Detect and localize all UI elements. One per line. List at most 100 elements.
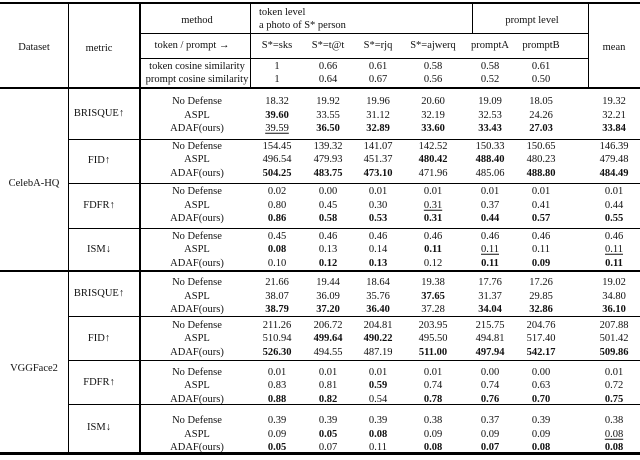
- value-cell: 479.93: [313, 153, 343, 165]
- vrule-metric-method: [139, 2, 141, 455]
- value-cell: 0.00: [480, 366, 500, 378]
- header-bottom-rule: [0, 87, 640, 89]
- value-cell: 0.00: [318, 185, 338, 197]
- value-cell: 484.49: [599, 167, 629, 179]
- similarity-value: 1: [274, 73, 280, 85]
- value-cell: 0.14: [368, 243, 388, 255]
- col-header-promptB: promptB: [522, 39, 560, 51]
- value-cell: 0.44: [604, 199, 624, 211]
- value-cell: 33.60: [421, 122, 445, 134]
- value-cell: 34.80: [602, 290, 626, 302]
- value-cell: 19.96: [366, 95, 390, 107]
- value-cell: 0.75: [604, 393, 624, 405]
- value-cell: 0.38: [604, 414, 624, 426]
- metric-label: ISM↓: [87, 243, 111, 255]
- value-cell: 0.31: [423, 212, 443, 224]
- value-cell: 0.57: [531, 212, 551, 224]
- metric-label: ISM↓: [87, 421, 111, 433]
- value-cell: 204.81: [363, 319, 393, 331]
- method-label: No Defense: [172, 95, 222, 107]
- value-cell: 0.41: [531, 199, 551, 211]
- value-cell: 0.01: [423, 366, 443, 378]
- value-cell: 19.02: [602, 276, 626, 288]
- value-cell: 0.05: [318, 428, 338, 440]
- value-cell: 0.01: [318, 366, 338, 378]
- method-label: ADAF(ours): [170, 441, 224, 453]
- dataset-label: CelebA-HQ: [8, 177, 60, 189]
- value-cell: 517.40: [526, 332, 556, 344]
- value-cell: 495.50: [418, 332, 448, 344]
- method-label: ADAF(ours): [170, 122, 224, 134]
- method-label: ASPL: [184, 428, 210, 440]
- value-cell: 0.08: [423, 441, 443, 453]
- value-cell: 142.52: [418, 140, 448, 152]
- value-cell: 32.53: [478, 109, 502, 121]
- value-cell: 32.89: [366, 122, 390, 134]
- block-separator-6: [68, 404, 640, 405]
- method-label: ASPL: [184, 199, 210, 211]
- value-cell: 0.44: [480, 212, 500, 224]
- value-cell: 18.64: [366, 276, 390, 288]
- value-cell: 0.45: [267, 230, 287, 242]
- value-cell: 0.37: [480, 199, 500, 211]
- method-label: No Defense: [172, 230, 222, 242]
- value-cell: 0.31: [423, 199, 443, 211]
- token-prompt-arrow-label: token / prompt →: [154, 39, 230, 51]
- value-cell: 206.72: [313, 319, 343, 331]
- value-cell: 0.08: [604, 428, 624, 440]
- dataset-label: VGGFace2: [10, 362, 58, 374]
- similarity-value: 0.58: [423, 60, 443, 72]
- header-midrule-1: [139, 33, 588, 34]
- value-cell: 141.07: [363, 140, 393, 152]
- method-label: ADAF(ours): [170, 303, 224, 315]
- value-cell: 511.00: [418, 346, 448, 358]
- value-cell: 0.11: [481, 243, 499, 255]
- value-cell: 21.66: [265, 276, 289, 288]
- value-cell: 0.01: [368, 185, 388, 197]
- value-cell: 0.11: [532, 243, 550, 255]
- value-cell: 20.60: [421, 95, 445, 107]
- value-cell: 0.00: [531, 366, 551, 378]
- value-cell: 479.48: [599, 153, 629, 165]
- value-cell: 480.23: [526, 153, 556, 165]
- value-cell: 0.46: [368, 230, 388, 242]
- col-header-rjq: S*=rjq: [363, 39, 393, 51]
- col-header-promptA: promptA: [471, 39, 509, 51]
- metric-label: FDFR↑: [83, 376, 115, 388]
- value-cell: 0.09: [531, 257, 551, 269]
- value-cell: 32.21: [602, 109, 626, 121]
- block-separator-4: [68, 316, 640, 317]
- value-cell: 0.07: [318, 441, 338, 453]
- value-cell: 17.26: [529, 276, 553, 288]
- similarity-value: 0.66: [318, 60, 338, 72]
- similarity-value: 0.61: [368, 60, 388, 72]
- value-cell: 0.70: [531, 393, 551, 405]
- value-cell: 0.11: [605, 243, 623, 255]
- value-cell: 0.82: [318, 393, 338, 405]
- value-cell: 33.43: [478, 122, 502, 134]
- value-cell: 0.37: [480, 414, 500, 426]
- value-cell: 451.37: [363, 153, 393, 165]
- value-cell: 0.01: [604, 185, 624, 197]
- value-cell: 0.11: [605, 257, 623, 269]
- value-cell: 0.05: [267, 441, 287, 453]
- value-cell: 510.94: [262, 332, 292, 344]
- value-cell: 526.30: [262, 346, 292, 358]
- method-label: No Defense: [172, 366, 222, 378]
- value-cell: 542.17: [526, 346, 556, 358]
- top-rule: [0, 2, 640, 4]
- value-cell: 39.59: [265, 122, 289, 134]
- value-cell: 0.07: [480, 441, 500, 453]
- value-cell: 0.53: [368, 212, 388, 224]
- value-cell: 494.55: [313, 346, 343, 358]
- value-cell: 139.32: [313, 140, 343, 152]
- value-cell: 0.09: [267, 428, 287, 440]
- value-cell: 34.04: [478, 303, 502, 315]
- value-cell: 0.74: [423, 379, 443, 391]
- value-cell: 36.50: [316, 122, 340, 134]
- value-cell: 0.11: [424, 243, 442, 255]
- value-cell: 36.09: [316, 290, 340, 302]
- value-cell: 27.03: [529, 122, 553, 134]
- method-label: ADAF(ours): [170, 257, 224, 269]
- metric-label: FID↑: [87, 332, 111, 344]
